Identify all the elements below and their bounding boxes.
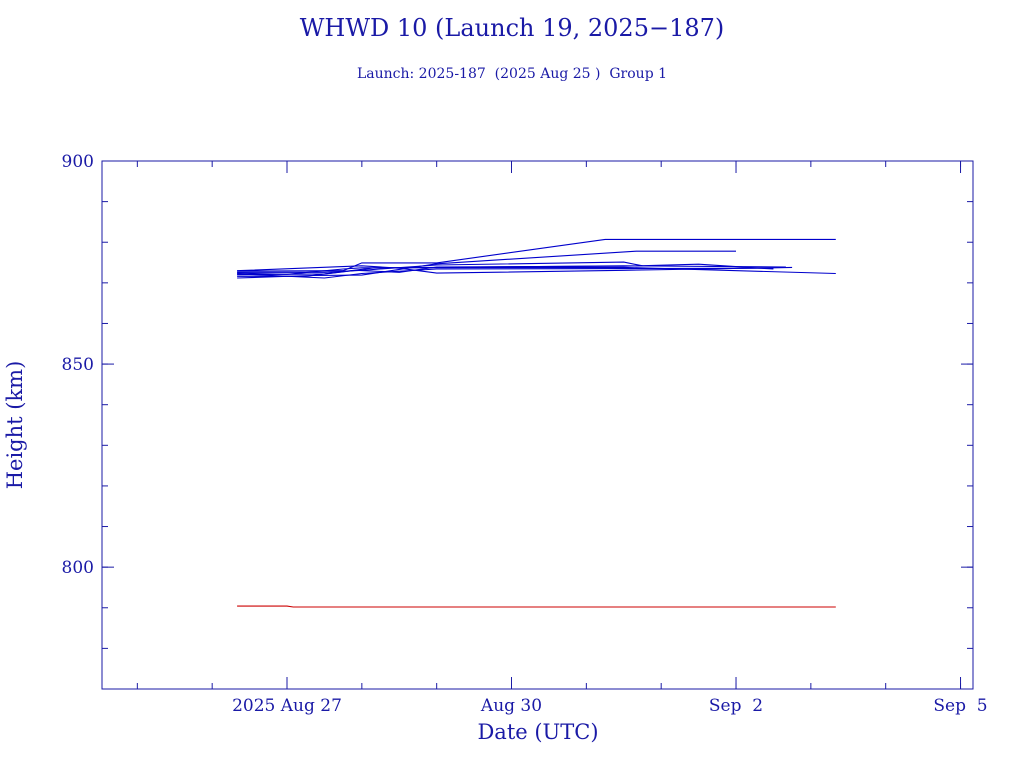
plot-frame [101,160,974,690]
series-line-8 [237,267,774,279]
tick-labels: 2025 Aug 27 Aug 30 Sep 2 Sep 5 800 850 900 [62,152,988,716]
series-line-5 [237,238,836,272]
series-line-4 [237,250,736,279]
y-tick-label: 800 [62,558,94,578]
series-group [237,238,836,608]
axis-ticks [102,160,973,689]
chart-subtitle: Launch: 2025-187 (2025 Aug 25 ) Group 1 [356,66,668,82]
series-line-6 [237,265,793,274]
y-axis-label: Height (km) [3,361,27,490]
y-tick-label: 900 [62,152,94,172]
x-tick-label: Aug 30 [480,696,542,716]
y-tick-label: 850 [62,355,94,375]
x-axis-label: Date (UTC) [477,720,598,744]
series-line-7 [237,265,786,276]
chart-title: WHWD 10 (Launch 19, 2025−187) [299,14,725,42]
x-tick-label: Sep 2 [709,696,763,716]
series-line-9 [237,605,836,608]
x-tick-label: 2025 Aug 27 [232,696,342,716]
x-tick-label: Sep 5 [933,696,987,716]
